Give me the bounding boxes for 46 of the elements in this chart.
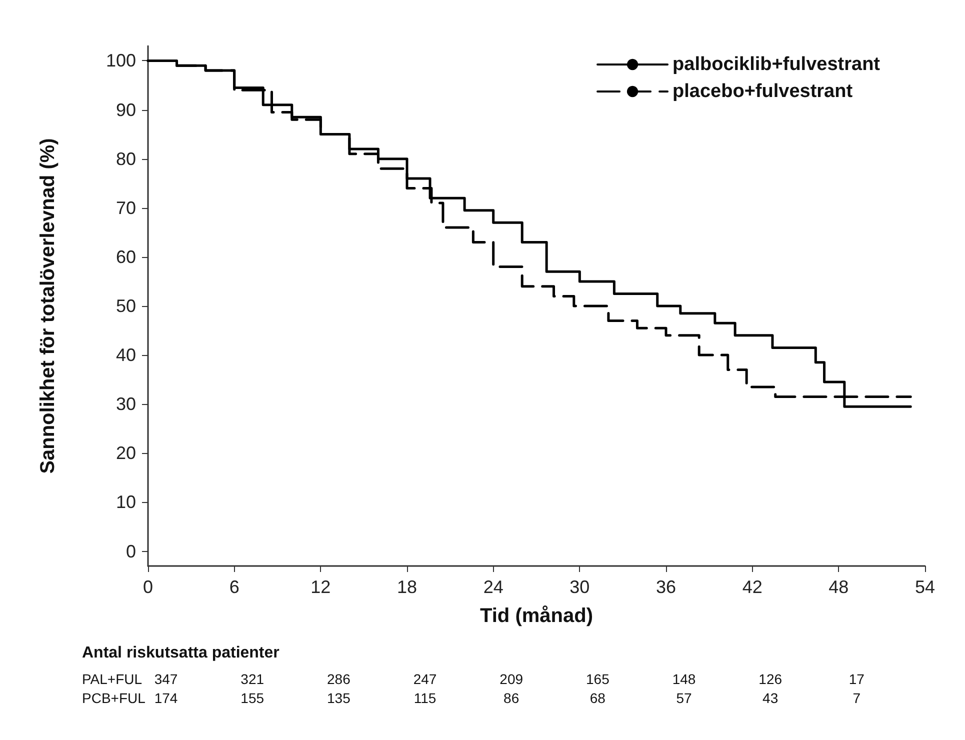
x-tick-label: 24	[483, 577, 504, 597]
y-tick-label: 30	[116, 394, 136, 414]
text: Antal riskutsatta patienter	[82, 644, 280, 662]
x-tick-label: 42	[742, 577, 762, 597]
legend-label: placebo+fulvestrant	[672, 81, 854, 102]
y-tick-label: 100	[106, 50, 136, 71]
x-tick-label: 36	[656, 577, 676, 597]
y-tick-label: 80	[116, 148, 136, 169]
text: 165	[586, 671, 610, 687]
text: 126	[758, 671, 782, 687]
y-tick-label: 0	[126, 541, 136, 562]
x-tick-label: 0	[142, 577, 154, 597]
text: 209	[500, 671, 524, 687]
text: 321	[240, 671, 264, 687]
text: 155	[240, 690, 264, 706]
y-tick-label: 60	[116, 246, 136, 267]
y-tick-label: 90	[116, 100, 136, 120]
text: PAL+FUL	[82, 671, 142, 687]
y-axis-title: Sannolikhet för totalöverlevnad (%)	[37, 138, 59, 474]
text: 68	[590, 690, 606, 706]
x-tick-label: 6	[229, 577, 240, 597]
y-tick-label: 70	[116, 198, 136, 218]
text: 43	[762, 690, 778, 706]
x-tick-label: 30	[570, 577, 590, 597]
x-tick-label: 12	[310, 577, 331, 597]
x-tick-label: 48	[828, 577, 849, 597]
text: 148	[672, 671, 696, 687]
y-tick-label: 50	[116, 296, 136, 316]
x-tick-label: 18	[396, 577, 418, 597]
x-axis-title: Tid (månad)	[480, 605, 593, 627]
x-tick-label: 54	[914, 577, 936, 597]
text: 115	[414, 690, 436, 706]
text: 57	[676, 690, 692, 706]
y-tick-label: 10	[116, 492, 136, 512]
text: 347	[154, 671, 178, 687]
text: 286	[326, 671, 351, 687]
text: PCB+FUL	[82, 690, 146, 706]
text: 135	[326, 690, 351, 706]
text: 247	[413, 671, 437, 687]
legend-label: palbociklib+fulvestrant	[672, 54, 881, 75]
y-tick-label: 20	[116, 443, 136, 464]
text: 7	[852, 690, 861, 706]
y-tick-label: 40	[116, 345, 136, 366]
text: 17	[848, 671, 865, 687]
text: 174	[154, 690, 178, 706]
text: 86	[504, 690, 520, 706]
